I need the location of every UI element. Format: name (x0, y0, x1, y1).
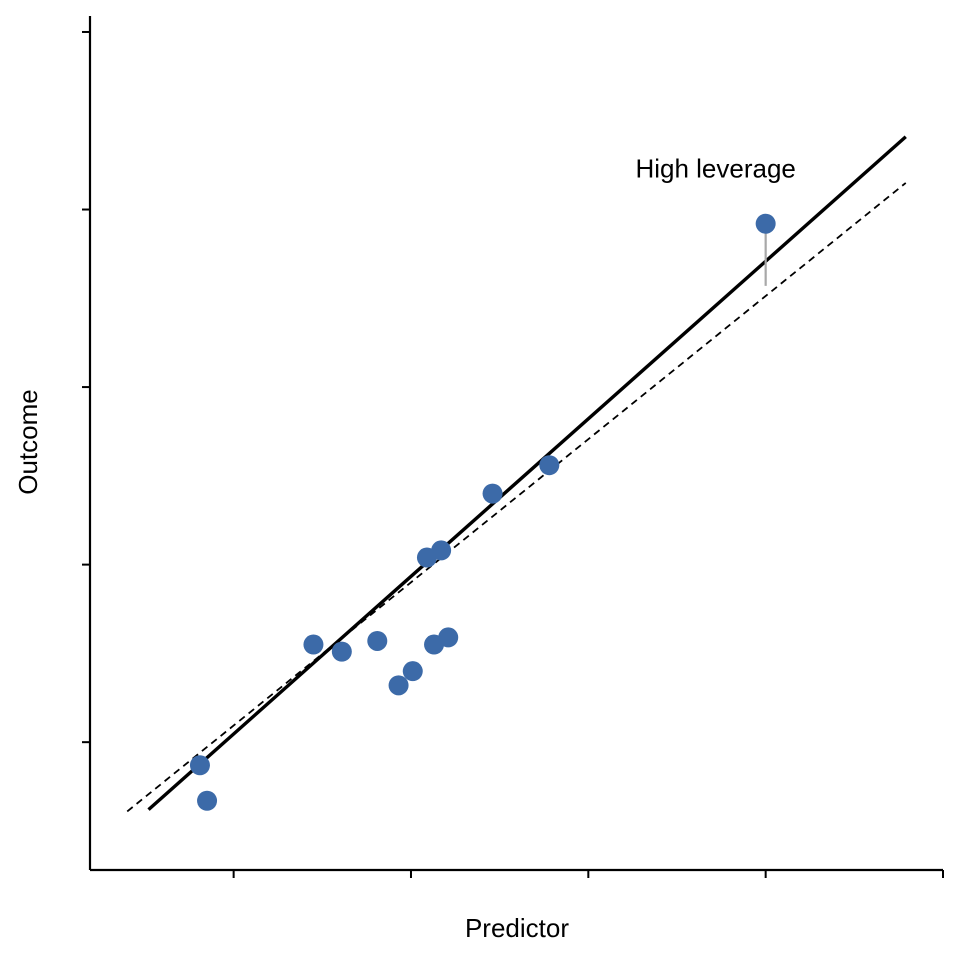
data-points (189, 213, 776, 811)
data-point-14 (755, 213, 776, 234)
data-point-6 (388, 675, 409, 696)
data-point-12 (482, 483, 503, 504)
fit-line-all-points (147, 135, 907, 811)
axes (82, 16, 944, 878)
fit-line-without-leverage (126, 182, 907, 813)
data-point-11 (438, 627, 459, 648)
data-point-5 (367, 630, 388, 651)
data-point-7 (402, 661, 423, 682)
data-point-3 (303, 634, 324, 655)
plot-area: High leverage (126, 135, 907, 813)
high-leverage-label: High leverage (635, 154, 795, 184)
y-axis-label: Outcome (13, 389, 43, 495)
data-point-9 (431, 540, 452, 561)
fit-lines (126, 135, 907, 813)
data-point-13 (539, 455, 560, 476)
data-point-2 (197, 790, 218, 811)
y-axis-ticks (82, 30, 90, 744)
x-axis-label: Predictor (465, 913, 569, 943)
data-point-4 (331, 641, 352, 662)
x-axis-ticks (232, 870, 944, 878)
data-point-1 (189, 755, 210, 776)
